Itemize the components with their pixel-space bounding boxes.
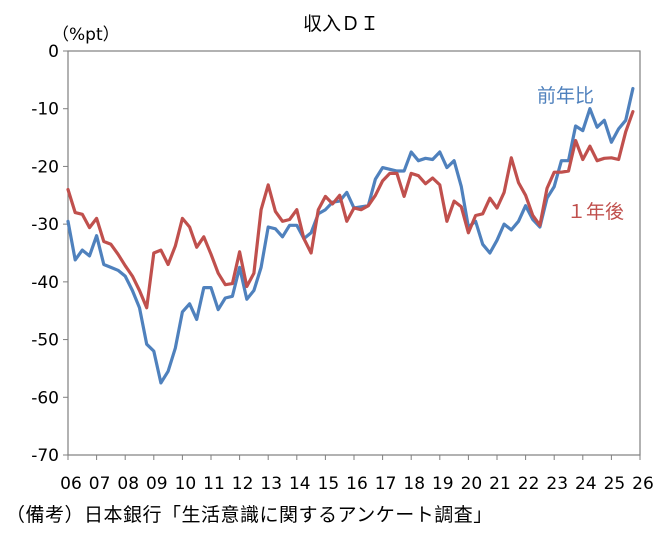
x-tick-label: 07	[89, 474, 111, 494]
series-line-1	[66, 109, 635, 310]
series-line-0	[66, 86, 635, 385]
x-tick-label: 16	[346, 474, 368, 494]
y-axis: 0 -10 -20 -30 -40 -50 -60 -70	[31, 42, 68, 466]
y-tick-label: -60	[31, 388, 59, 408]
legend-label-1year: １年後	[567, 201, 624, 223]
x-tick-label: 15	[318, 474, 340, 494]
y-tick-label: -40	[31, 273, 59, 293]
x-tick-label: 23	[546, 474, 568, 494]
source-note: （備考）日本銀行「生活意識に関するアンケート調査」	[6, 504, 493, 526]
x-axis: 06 07 08 09 10 11 12 13 14 15 16 17 18 19 20 21 22 23 24 25…	[60, 455, 654, 494]
x-tick-label: 06	[60, 474, 82, 494]
x-tick-label: 18	[403, 474, 425, 494]
series-lines	[66, 86, 635, 385]
x-tick-label: 11	[203, 474, 225, 494]
x-tick-label: 22	[518, 474, 540, 494]
x-tick-label: 26	[632, 474, 654, 494]
chart: 収入ＤＩ （%pt） 0 -10 -20 -30 -40 -50 -60 -70 06 07 08…	[31, 13, 654, 494]
x-tick-label: 14	[289, 474, 311, 494]
y-tick-label: -50	[31, 331, 59, 351]
x-tick-label: 21	[489, 474, 511, 494]
x-tick-label: 25	[604, 474, 626, 494]
x-tick-label: 17	[375, 474, 397, 494]
y-tick-label: -10	[31, 100, 59, 120]
x-tick-label: 12	[232, 474, 254, 494]
x-tick-label: 24	[575, 474, 597, 494]
y-tick-label: -30	[31, 215, 59, 235]
legend-label-yoy: 前年比	[537, 85, 594, 107]
y-tick-label: -70	[31, 446, 59, 466]
x-tick-label: 08	[117, 474, 139, 494]
chart-title: 収入ＤＩ	[303, 13, 379, 35]
x-tick-label: 10	[175, 474, 197, 494]
x-tick-label: 19	[432, 474, 454, 494]
x-tick-label: 13	[260, 474, 282, 494]
x-tick-label: 09	[146, 474, 168, 494]
y-tick-label: -20	[31, 157, 59, 177]
y-tick-label: 0	[48, 42, 59, 62]
y-axis-unit: （%pt）	[52, 25, 120, 45]
x-tick-label: 20	[461, 474, 483, 494]
